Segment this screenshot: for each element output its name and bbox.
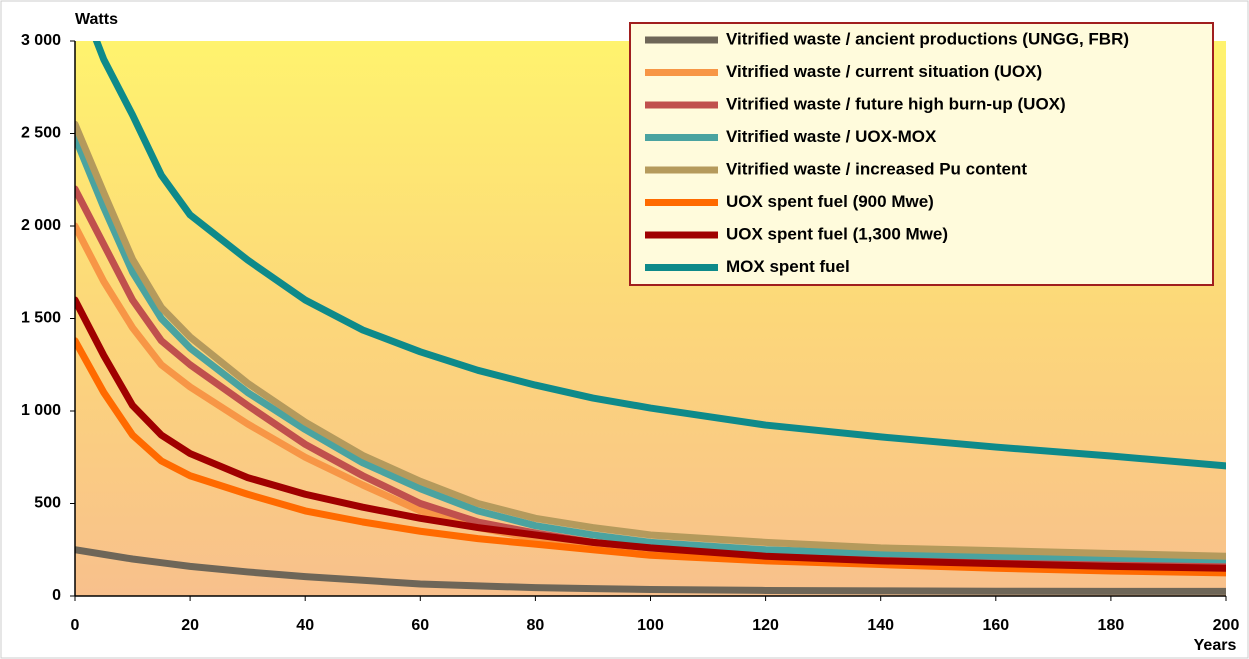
- x-tick-label: 20: [181, 617, 199, 634]
- lines: [75, 41, 1226, 595]
- x-tick-label: 200: [1213, 617, 1240, 634]
- series-line: [75, 133, 1226, 564]
- x-tick-label: 80: [527, 617, 545, 634]
- x-tick-label: 40: [296, 617, 314, 634]
- legend-label: Vitrified waste / current situation (UOX…: [726, 62, 1042, 81]
- series-line: [75, 296, 1226, 572]
- x-axis-label: Years: [1194, 637, 1237, 654]
- series-line: [75, 337, 1226, 577]
- x-tick-label: 160: [982, 617, 1009, 634]
- x-tick-label: 60: [411, 617, 429, 634]
- y-tick-label: 3 000: [21, 32, 61, 49]
- series-line: [75, 546, 1226, 595]
- legend: [629, 22, 1214, 286]
- x-tick-label: 140: [867, 617, 894, 634]
- x-tick-label: 0: [71, 617, 80, 634]
- y-axis-label: Watts: [75, 11, 118, 28]
- legend-label: Vitrified waste / ancient productions (U…: [726, 29, 1129, 48]
- legend-label: UOX spent fuel (1,300 Mwe): [726, 224, 948, 243]
- legend-label: Vitrified waste / UOX-MOX: [726, 127, 937, 146]
- legend-label: MOX spent fuel: [726, 257, 850, 276]
- legend-label: UOX spent fuel (900 Mwe): [726, 192, 934, 211]
- legend-label: Vitrified waste / future high burn-up (U…: [726, 94, 1066, 113]
- legend-label: Vitrified waste / increased Pu content: [726, 159, 1027, 178]
- y-tick-label: 500: [34, 495, 61, 512]
- y-tick-label: 1 000: [21, 402, 61, 419]
- x-tick-label: 180: [1098, 617, 1125, 634]
- series-line: [92, 41, 1226, 470]
- y-tick-label: 1 500: [21, 310, 61, 327]
- x-tick-label: 100: [637, 617, 664, 634]
- y-tick-label: 0: [52, 587, 61, 604]
- x-tick-label: 120: [752, 617, 779, 634]
- series-line: [75, 120, 1226, 560]
- y-tick-label: 2 000: [21, 217, 61, 234]
- y-tick-label: 2 500: [21, 125, 61, 142]
